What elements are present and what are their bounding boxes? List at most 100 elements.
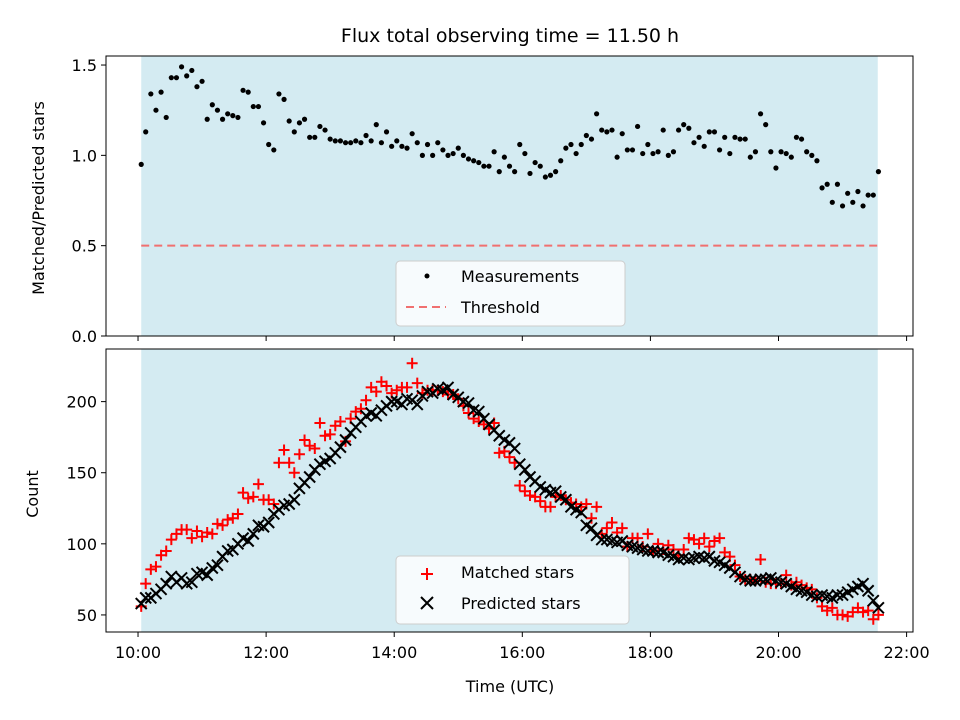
top-x-ticks	[137, 336, 908, 341]
chart-title: Flux total observing time = 11.50 h	[341, 25, 679, 47]
measurement-point	[327, 136, 333, 142]
matched-star-point	[191, 525, 203, 537]
matched-star-point	[299, 434, 311, 446]
predicted-star-point	[139, 591, 152, 605]
measurement-point	[501, 154, 507, 160]
predicted-star-point	[441, 381, 455, 394]
matched-star-point	[232, 508, 244, 520]
measurement-point	[547, 172, 554, 178]
measurement-point	[358, 140, 364, 146]
measurement-point	[773, 165, 779, 171]
matched-star-point	[206, 528, 218, 540]
measurement-point	[681, 122, 687, 128]
measurement-point	[450, 150, 456, 157]
legend-matched-marker	[421, 568, 433, 580]
legend-predicted-marker	[420, 596, 434, 610]
measurement-point	[793, 134, 800, 140]
bottom-x-ticks: 10:00 12:00 14:00 16:00 18:00 20:00 22:00	[115, 632, 930, 662]
measurement-point	[588, 136, 595, 142]
predicted-star-point	[861, 584, 875, 597]
measurement-point	[276, 91, 282, 97]
measurement-point	[266, 141, 272, 148]
matched-star-point	[247, 491, 259, 503]
predicted-star-point	[595, 533, 608, 546]
bot-y-tick-label: 150	[66, 464, 97, 483]
predicted-star-point	[472, 405, 485, 418]
measurement-point	[178, 64, 185, 70]
x-tick-label: 22:00	[884, 643, 930, 662]
matched-star-point	[381, 380, 393, 392]
measurement-point	[716, 147, 723, 153]
measurement-point	[650, 150, 656, 157]
measurement-point	[383, 129, 390, 135]
bottom-legend-box	[395, 555, 630, 625]
x-tick-label: 18:00	[627, 643, 673, 662]
matched-star-point	[616, 522, 628, 534]
matched-star-point	[293, 448, 305, 460]
matched-star-point	[837, 609, 849, 621]
matched-star-point	[703, 541, 715, 553]
predicted-star-point	[411, 398, 424, 411]
matched-star-point	[678, 544, 690, 556]
predicted-stars-points	[135, 381, 885, 615]
matched-star-point	[309, 443, 321, 455]
matched-star-point	[524, 489, 536, 501]
measurement-point	[594, 111, 600, 117]
legend-measurements-label: Measurements	[461, 267, 579, 286]
measurement-point	[158, 89, 164, 95]
measurement-point	[363, 132, 369, 139]
measurement-point	[168, 75, 174, 81]
measurement-point	[414, 140, 420, 146]
measurement-point	[522, 150, 528, 157]
measurement-point	[722, 134, 728, 140]
measurement-point	[471, 158, 477, 164]
matched-star-point	[514, 480, 526, 492]
legend-matched-label: Matched stars	[461, 563, 574, 582]
measurement-point	[281, 96, 287, 102]
matched-star-point	[160, 545, 172, 557]
matched-star-point	[181, 524, 193, 536]
predicted-star-point	[303, 470, 316, 484]
measurement-point	[578, 141, 584, 148]
measurement-point	[732, 134, 738, 140]
top-y-tick-label: 1.5	[72, 56, 97, 75]
measurement-point	[839, 203, 846, 209]
predicted-star-point	[641, 544, 655, 558]
predicted-star-point	[185, 576, 199, 589]
predicted-star-point	[200, 568, 214, 582]
matched-star-point	[360, 394, 372, 406]
measurement-point	[424, 141, 431, 148]
legend-predicted-label: Predicted stars	[461, 594, 581, 613]
bot-y-tick-label: 100	[66, 535, 97, 554]
measurement-point	[322, 127, 328, 133]
measurement-point	[435, 140, 441, 146]
x-axis-label: Time (UTC)	[465, 677, 554, 696]
measurement-point	[445, 152, 451, 158]
measurement-point	[440, 147, 446, 153]
predicted-star-point	[262, 516, 275, 529]
measurement-point	[235, 114, 241, 121]
measurement-point	[829, 199, 835, 205]
bot-y-tick-label: 50	[77, 606, 97, 625]
matched-star-point	[237, 487, 249, 499]
matched-star-point	[755, 553, 767, 565]
bottom-panel: 50 100 150 200 10:00 12:00 14:00 16:00 18:00 20:…	[23, 348, 930, 696]
bottom-y-axis-label: Count	[23, 470, 42, 518]
measurement-point	[225, 111, 231, 117]
measurement-point	[455, 145, 461, 151]
top-panel: 0.0 0.5 1.0 1.5 Matched/Predicted stars Mea…	[29, 55, 914, 346]
measurement-point	[163, 114, 169, 121]
matched-star-point	[601, 522, 613, 534]
predicted-star-point	[872, 601, 885, 615]
measurement-point	[204, 116, 210, 122]
measurement-point	[286, 118, 292, 124]
measurement-point	[809, 152, 815, 158]
predicted-star-point	[651, 546, 665, 559]
measurement-point	[665, 152, 671, 158]
measurement-point	[312, 134, 318, 140]
measurement-point	[553, 169, 559, 175]
matched-star-point	[165, 534, 177, 546]
measurement-point	[814, 158, 820, 164]
measurement-point	[296, 120, 303, 126]
